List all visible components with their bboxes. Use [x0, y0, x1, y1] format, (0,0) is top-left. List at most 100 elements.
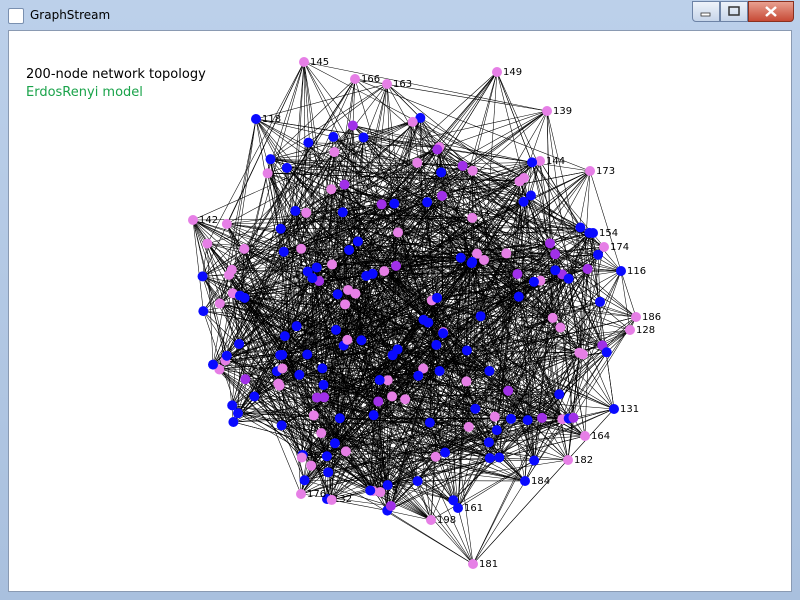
node — [467, 212, 478, 223]
edge — [580, 227, 601, 302]
node — [317, 363, 328, 374]
edge — [334, 442, 526, 482]
edge — [322, 368, 332, 500]
edge — [573, 316, 637, 418]
edge — [286, 167, 438, 299]
node — [306, 460, 317, 471]
edge — [488, 435, 586, 443]
node — [455, 252, 466, 263]
edge — [226, 61, 305, 225]
edge — [326, 304, 346, 457]
node — [518, 196, 529, 207]
node — [389, 198, 400, 209]
edge — [472, 301, 601, 565]
edge — [352, 125, 374, 416]
node — [326, 184, 337, 195]
node — [375, 487, 386, 498]
edge — [207, 61, 305, 244]
edge — [316, 181, 520, 398]
edge — [333, 136, 382, 205]
close-glyph — [765, 6, 777, 17]
node — [423, 317, 434, 328]
edge — [203, 310, 303, 458]
edge — [531, 162, 581, 228]
edge — [417, 480, 432, 521]
node — [522, 415, 533, 426]
node — [535, 156, 545, 166]
node — [311, 262, 322, 273]
edge — [499, 195, 532, 458]
edge — [232, 405, 489, 443]
node — [382, 375, 393, 386]
edge — [238, 343, 303, 456]
node — [555, 322, 566, 333]
edge — [349, 227, 581, 251]
edge — [567, 354, 584, 461]
node — [413, 370, 424, 381]
node — [239, 292, 250, 303]
node — [296, 489, 306, 499]
edge — [270, 151, 335, 160]
node — [483, 437, 494, 448]
edge — [412, 121, 525, 179]
node — [434, 366, 445, 377]
edge — [540, 280, 553, 319]
edge — [312, 268, 588, 279]
node — [494, 452, 505, 463]
edge — [589, 232, 615, 410]
edge — [457, 460, 535, 509]
node — [585, 166, 595, 176]
edge — [507, 390, 535, 461]
edge — [373, 254, 599, 416]
node — [503, 385, 514, 396]
close-button[interactable] — [748, 1, 794, 22]
maximize-button[interactable] — [720, 1, 748, 22]
edge — [276, 371, 459, 509]
node — [563, 455, 573, 465]
node — [262, 168, 273, 179]
minimize-button[interactable] — [692, 1, 720, 22]
node — [296, 452, 307, 463]
edge — [296, 280, 541, 327]
edge — [366, 162, 533, 277]
edge — [476, 253, 584, 355]
edge — [519, 181, 615, 410]
edge — [352, 125, 556, 271]
edge — [232, 293, 303, 458]
edge — [281, 241, 359, 355]
node — [188, 215, 198, 225]
edge — [496, 329, 631, 431]
node — [580, 431, 590, 441]
node — [601, 347, 612, 358]
node-label: 128 — [636, 325, 655, 336]
edge — [412, 121, 438, 150]
edge — [331, 189, 385, 272]
edge — [296, 248, 302, 327]
edge — [254, 396, 317, 398]
edge — [334, 195, 443, 444]
edge — [381, 204, 569, 419]
edge — [306, 212, 373, 274]
edge — [527, 352, 607, 421]
edge — [357, 241, 556, 255]
edge — [279, 339, 348, 386]
node — [544, 238, 555, 249]
edge — [304, 429, 497, 481]
edge — [423, 280, 541, 321]
node — [625, 325, 635, 335]
edge — [431, 195, 532, 301]
edge — [524, 316, 637, 482]
node — [367, 268, 378, 279]
node — [329, 147, 340, 158]
edge — [282, 368, 495, 417]
edge — [363, 137, 462, 258]
edge — [440, 172, 561, 328]
node — [616, 266, 626, 276]
edge — [267, 121, 413, 174]
node — [221, 350, 232, 361]
node — [227, 400, 238, 411]
edge — [228, 274, 388, 511]
edge — [232, 293, 282, 426]
edge — [270, 78, 356, 160]
node — [299, 57, 309, 67]
